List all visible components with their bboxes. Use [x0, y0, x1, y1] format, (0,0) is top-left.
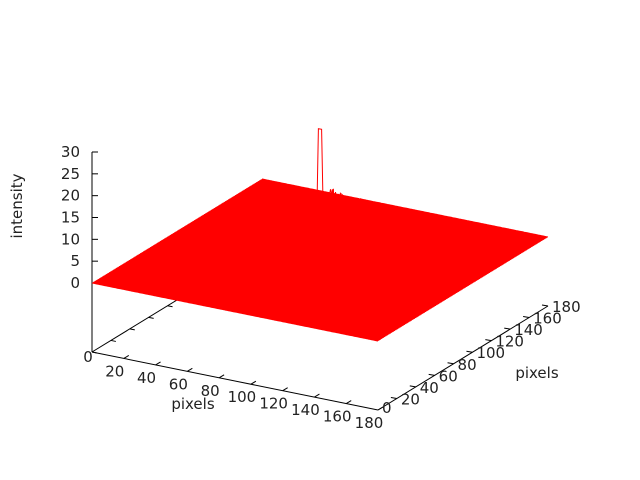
z-tick-label: 25 — [61, 165, 80, 183]
surface-mesh-line — [121, 264, 408, 324]
y-tick — [504, 327, 511, 330]
x-tick-label: 160 — [323, 408, 352, 426]
x-tick-label: 180 — [355, 414, 384, 432]
surface-mesh-line — [99, 278, 386, 338]
x-tick — [123, 355, 130, 359]
surface-mesh-line — [103, 275, 390, 335]
z-tick-label: 15 — [61, 209, 80, 227]
surface-mesh-line — [123, 263, 410, 323]
surface-mesh-line — [131, 256, 418, 318]
surface-mesh-line — [111, 270, 398, 330]
back-y-tick — [167, 305, 173, 308]
z-tick-label: 20 — [61, 187, 80, 205]
x-tick — [187, 367, 193, 372]
surface — [91, 128, 549, 342]
surface-mesh-line — [138, 246, 425, 313]
surface-mesh-line — [127, 260, 414, 320]
z-tick-label: 10 — [61, 230, 80, 248]
x-tick — [377, 406, 384, 411]
x-tick-label: 120 — [259, 395, 288, 413]
back-y-tick — [129, 328, 135, 331]
y-tick — [523, 316, 530, 319]
x-tick-label: 140 — [291, 401, 320, 419]
x-tick-label: 60 — [169, 375, 188, 393]
x-tick — [250, 380, 257, 385]
surface-mesh-line — [148, 227, 435, 307]
x-tick — [218, 374, 225, 379]
y-tick-label: 0 — [382, 399, 392, 417]
x-tick-label: 20 — [105, 362, 124, 380]
surface-mesh-line — [154, 219, 441, 304]
y-tick-label: 120 — [495, 333, 524, 351]
surface-mesh-line — [118, 266, 405, 325]
x-tick-label: 100 — [228, 388, 257, 406]
y-tick-label: 60 — [439, 367, 458, 385]
z-tick-label: 30 — [61, 143, 80, 161]
x-tick-label: 40 — [137, 369, 156, 387]
surface-mesh-line — [107, 273, 394, 332]
surface-mesh-line — [134, 252, 421, 316]
x-tick — [345, 400, 352, 404]
surface-mesh-line — [256, 182, 543, 241]
y-tick-label: 180 — [552, 298, 581, 316]
x-tick — [314, 393, 320, 398]
surface-mesh-line — [97, 279, 384, 338]
surface-mesh-line — [117, 266, 404, 326]
front-axes — [91, 304, 549, 411]
y-tick — [447, 362, 454, 365]
surface-mesh-line — [116, 267, 403, 327]
y-tick — [466, 350, 473, 353]
surface-mesh-line — [260, 179, 547, 239]
surface-mesh-line — [104, 274, 391, 334]
surface-mesh-line — [125, 261, 413, 321]
surface-mesh-line — [124, 262, 411, 322]
z-tick-label: 5 — [70, 252, 80, 270]
y-tick — [409, 385, 416, 388]
surface-mesh-line — [257, 181, 544, 241]
y-tick-label: 100 — [476, 344, 505, 362]
surface-mesh-line — [106, 273, 393, 333]
y-tick-label: 80 — [458, 356, 477, 374]
surface-mesh-line — [101, 276, 388, 336]
y-axis-line — [377, 305, 549, 411]
back-y-tick — [110, 339, 116, 342]
x-tick-label: 0 — [83, 348, 93, 366]
y-tick — [390, 396, 397, 399]
surface-mesh-line — [151, 228, 438, 306]
surface-mesh-line — [259, 180, 546, 240]
x-axis-line — [91, 351, 379, 411]
x-tick-label: 80 — [201, 382, 220, 400]
y-tick-label: 140 — [514, 321, 543, 339]
z-axis-label: intensity — [8, 173, 26, 238]
y-axis-label: pixels — [515, 364, 559, 382]
surface-front-edge — [92, 280, 382, 341]
y-tick — [485, 339, 492, 342]
y-tick — [428, 373, 435, 376]
x-tick — [155, 361, 161, 366]
surface-mesh-line — [114, 268, 401, 328]
y-tick-label: 40 — [420, 379, 439, 397]
back-y-tick — [148, 316, 154, 319]
surface-mesh-line — [254, 182, 541, 242]
y-tick — [541, 304, 549, 307]
surface-mesh-line — [108, 272, 396, 332]
surface-mesh-line — [176, 128, 464, 290]
surface-mesh-line — [96, 279, 383, 339]
surface-mesh-line — [261, 178, 549, 238]
surface-mesh-line — [110, 271, 397, 331]
x-axis-label: pixels — [171, 395, 215, 413]
x-tick — [282, 387, 288, 392]
y-tick-label: 20 — [401, 390, 420, 408]
z-tick-label: 0 — [70, 274, 80, 292]
surface-mesh-line — [100, 277, 387, 337]
y-tick-label: 160 — [533, 310, 562, 328]
